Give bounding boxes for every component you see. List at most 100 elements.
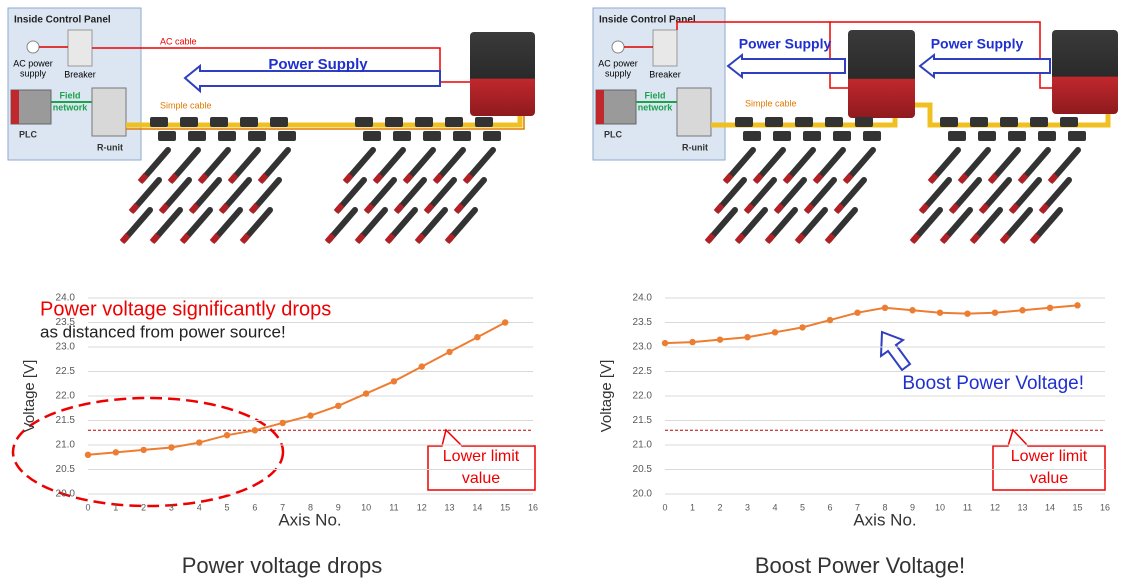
callout-text: Lower limit [443, 448, 520, 465]
actuator-tip [948, 203, 960, 214]
actuator [190, 177, 222, 213]
power-supply-label: Power Supply [268, 56, 368, 73]
actuator-tip [393, 203, 405, 214]
r-unit-icon [676, 87, 712, 137]
x-tick-label: 15 [1072, 502, 1082, 512]
actuator-tip [927, 173, 939, 184]
x-tick-label: 9 [910, 502, 915, 512]
actuator-tip [444, 233, 456, 244]
y-tick-label: 21.0 [56, 440, 76, 451]
actuator [181, 207, 213, 243]
data-point [661, 339, 669, 347]
actuator-tip [209, 233, 221, 244]
actuator [844, 147, 876, 183]
actuator [365, 177, 397, 213]
actuator-tip [462, 173, 474, 184]
y-tick-label: 22.5 [633, 366, 653, 377]
plc-label: PLC [19, 129, 38, 139]
actuator-tip [414, 233, 426, 244]
ac-cable-label: AC cable [160, 36, 197, 46]
ac-power-label: AC power [598, 58, 638, 68]
r-unit-icon [91, 87, 127, 137]
actuator-tip [239, 233, 251, 244]
node [1008, 131, 1026, 141]
actuator [416, 207, 448, 243]
actuator-tip [158, 203, 170, 214]
y-tick-label: 23.5 [633, 317, 653, 328]
callout-text: value [1030, 470, 1068, 487]
simple-cable [915, 100, 1111, 128]
node [423, 131, 441, 141]
data-point [335, 402, 342, 409]
data-point [1074, 302, 1081, 309]
actuator [151, 207, 183, 243]
actuator-tip [794, 233, 806, 244]
data-point [1046, 304, 1054, 311]
node [150, 117, 168, 127]
annotation: Boost Power Voltage! [902, 373, 1084, 394]
node [1068, 131, 1086, 141]
actuator [980, 177, 1012, 213]
actuator [1010, 177, 1042, 213]
x-axis-label: Axis No. [278, 510, 341, 529]
node [240, 117, 258, 127]
panel-title: Inside Control Panel [599, 15, 696, 26]
actuator-tip [824, 233, 836, 244]
breaker-label: Breaker [649, 69, 681, 79]
node [188, 131, 206, 141]
x-tick-label: 5 [800, 502, 805, 512]
actuator [220, 177, 252, 213]
y-tick-label: 22.0 [56, 391, 76, 402]
breaker-icon [652, 29, 678, 67]
y-tick-label: 20.5 [633, 464, 653, 475]
plc-icon [11, 90, 19, 124]
actuator [229, 147, 261, 183]
actuator [335, 177, 367, 213]
data-point [168, 444, 175, 451]
actuator-tip [833, 203, 845, 214]
node [415, 117, 433, 127]
actuator [160, 177, 192, 213]
actuator [715, 177, 747, 213]
node [855, 117, 873, 127]
x-tick-label: 8 [308, 502, 313, 512]
actuator-tip [1047, 173, 1059, 184]
actuator-tip [179, 233, 191, 244]
field-network-label: Field [59, 90, 80, 100]
actuator-tip [197, 173, 209, 184]
supply-arrow [183, 63, 441, 94]
actuator [464, 147, 496, 183]
power-supply-label: Power Supply [739, 36, 832, 52]
x-tick-label: 16 [1100, 502, 1110, 512]
y-tick-label: 20.0 [633, 489, 653, 500]
actuator [169, 147, 201, 183]
callout: Lower limit value [427, 428, 536, 491]
boost-arrow [879, 330, 912, 372]
y-tick-label: 24.0 [56, 293, 76, 304]
actuator-tip [722, 173, 734, 184]
actuator-tip [803, 203, 815, 214]
actuator-tip [752, 173, 764, 184]
supply-arrow [726, 52, 846, 80]
data-point [446, 348, 453, 356]
x-tick-label: 1 [690, 502, 695, 512]
actuator-tip [188, 203, 200, 214]
actuator [250, 177, 282, 213]
actuator [941, 207, 973, 243]
x-tick-label: 13 [445, 502, 455, 512]
actuator [356, 207, 388, 243]
data-point [501, 319, 509, 326]
actuator-tip [402, 173, 414, 184]
actuator [929, 147, 961, 183]
actuator [775, 177, 807, 213]
controller [848, 30, 915, 118]
y-tick-label: 23.0 [56, 342, 76, 353]
data-point [826, 316, 834, 324]
x-tick-label: 3 [169, 502, 174, 512]
actuator [374, 147, 406, 183]
x-axis-label: Axis No. [853, 510, 916, 529]
actuator-tip [743, 203, 755, 214]
callout: Lower limit value [992, 428, 1106, 491]
actuator [959, 147, 991, 183]
node [385, 117, 403, 127]
